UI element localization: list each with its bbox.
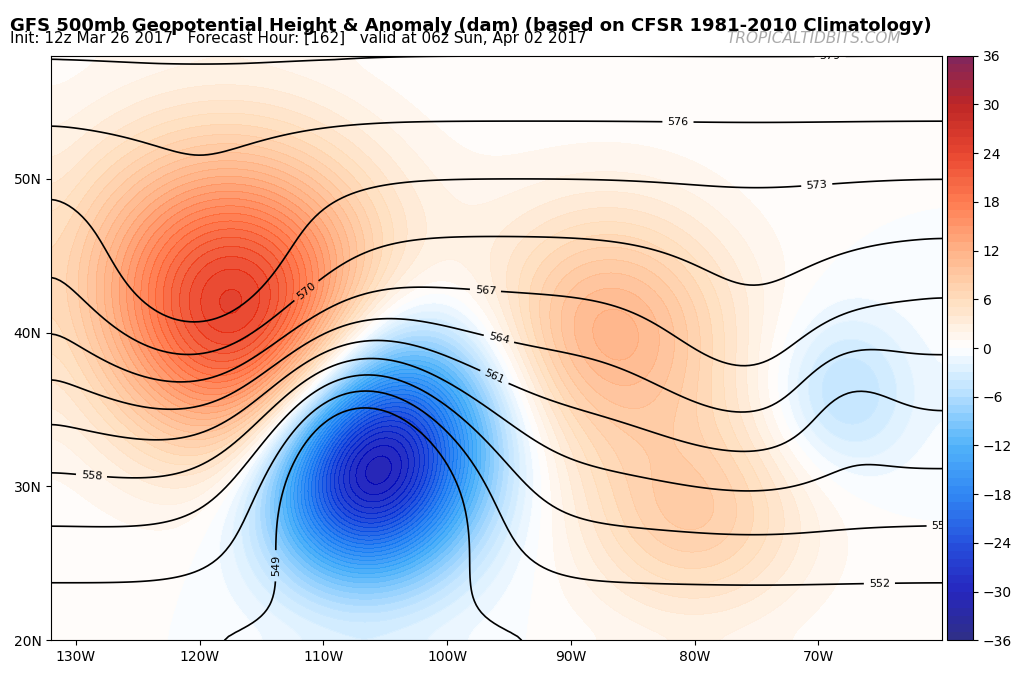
Text: 552: 552 [868,578,890,589]
Text: 549: 549 [270,555,281,576]
Text: 555: 555 [932,521,952,531]
Text: GFS 500mb Geopotential Height & Anomaly (dam) (based on CFSR 1981-2010 Climatolo: GFS 500mb Geopotential Height & Anomaly … [10,17,932,35]
Text: 558: 558 [81,470,102,482]
Text: 579: 579 [819,52,841,61]
Text: 576: 576 [668,117,688,127]
Text: Init: 12z Mar 26 2017   Forecast Hour: [162]   valid at 06z Sun, Apr 02 2017: Init: 12z Mar 26 2017 Forecast Hour: [16… [10,31,587,47]
Text: 567: 567 [474,285,497,296]
Text: 570: 570 [295,280,317,301]
Text: 564: 564 [487,332,510,346]
Text: 573: 573 [806,180,827,191]
Text: TROPICALTIDBITS.COM: TROPICALTIDBITS.COM [727,31,901,47]
Text: 561: 561 [482,368,506,386]
